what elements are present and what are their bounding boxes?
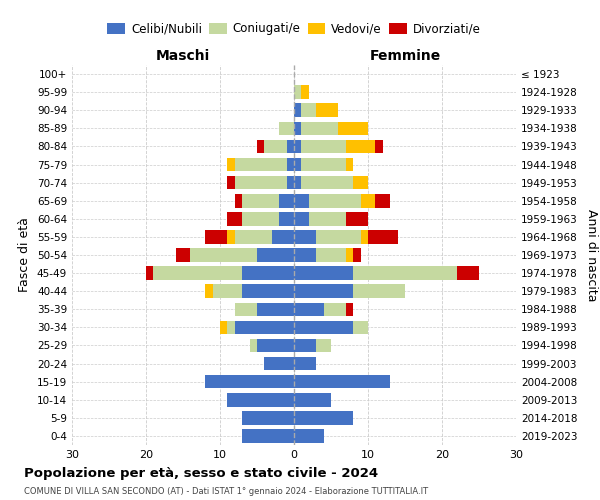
Bar — [368, 230, 398, 243]
Bar — [205, 375, 294, 388]
Bar — [301, 86, 309, 99]
Bar — [287, 158, 294, 172]
Bar — [294, 302, 323, 316]
Bar — [376, 194, 390, 207]
Bar — [301, 140, 346, 153]
Bar — [457, 266, 479, 280]
Bar — [294, 338, 316, 352]
Bar — [316, 338, 331, 352]
Bar — [346, 158, 353, 172]
Bar — [301, 158, 346, 172]
Bar — [257, 302, 294, 316]
Bar — [242, 429, 294, 442]
Bar — [346, 302, 353, 316]
Bar — [294, 140, 301, 153]
Bar — [361, 230, 368, 243]
Bar — [227, 230, 235, 243]
Bar — [287, 140, 294, 153]
Bar — [235, 194, 242, 207]
Bar — [353, 320, 368, 334]
Bar — [294, 212, 309, 226]
Y-axis label: Fasce di età: Fasce di età — [19, 218, 31, 292]
Bar — [294, 86, 301, 99]
Bar — [376, 140, 383, 153]
Bar — [294, 230, 316, 243]
Bar — [250, 338, 257, 352]
Bar — [235, 176, 287, 190]
Bar — [205, 284, 212, 298]
Bar — [346, 212, 368, 226]
Bar — [294, 357, 316, 370]
Text: Femmine: Femmine — [370, 49, 440, 63]
Bar — [353, 176, 368, 190]
Bar — [287, 176, 294, 190]
Bar — [227, 320, 235, 334]
Bar — [294, 158, 301, 172]
Bar — [272, 230, 294, 243]
Bar — [279, 122, 294, 135]
Text: COMUNE DI VILLA SAN SECONDO (AT) - Dati ISTAT 1° gennaio 2024 - Elaborazione TUT: COMUNE DI VILLA SAN SECONDO (AT) - Dati … — [24, 488, 428, 496]
Bar — [235, 230, 272, 243]
Bar — [294, 375, 390, 388]
Bar — [316, 104, 338, 117]
Bar — [242, 194, 279, 207]
Bar — [353, 266, 457, 280]
Bar — [242, 266, 294, 280]
Bar — [316, 248, 346, 262]
Bar — [294, 248, 316, 262]
Bar — [242, 284, 294, 298]
Bar — [353, 248, 361, 262]
Legend: Celibi/Nubili, Coniugati/e, Vedovi/e, Divorziati/e: Celibi/Nubili, Coniugati/e, Vedovi/e, Di… — [103, 18, 485, 40]
Bar — [227, 176, 235, 190]
Bar — [361, 194, 376, 207]
Bar — [205, 230, 227, 243]
Bar — [242, 411, 294, 424]
Bar — [294, 176, 301, 190]
Bar — [301, 122, 338, 135]
Text: Popolazione per età, sesso e stato civile - 2024: Popolazione per età, sesso e stato civil… — [24, 468, 378, 480]
Bar — [257, 140, 265, 153]
Bar — [294, 411, 353, 424]
Bar — [257, 338, 294, 352]
Bar — [227, 393, 294, 406]
Bar — [257, 248, 294, 262]
Text: Maschi: Maschi — [156, 49, 210, 63]
Bar — [265, 140, 287, 153]
Bar — [301, 104, 316, 117]
Bar — [154, 266, 242, 280]
Bar — [235, 302, 257, 316]
Bar — [294, 284, 353, 298]
Y-axis label: Anni di nascita: Anni di nascita — [584, 209, 598, 301]
Bar — [294, 194, 309, 207]
Bar — [294, 393, 331, 406]
Bar — [242, 212, 279, 226]
Bar — [227, 158, 235, 172]
Bar — [323, 302, 346, 316]
Bar — [294, 320, 353, 334]
Bar — [353, 284, 405, 298]
Bar — [235, 320, 294, 334]
Bar — [346, 140, 376, 153]
Bar — [294, 104, 301, 117]
Bar — [265, 357, 294, 370]
Bar — [338, 122, 368, 135]
Bar — [176, 248, 190, 262]
Bar — [212, 284, 242, 298]
Bar — [146, 266, 154, 280]
Bar — [316, 230, 361, 243]
Bar — [227, 212, 242, 226]
Bar — [346, 248, 353, 262]
Bar — [294, 429, 323, 442]
Bar — [294, 122, 301, 135]
Bar — [190, 248, 257, 262]
Bar — [279, 212, 294, 226]
Bar — [309, 212, 346, 226]
Bar — [294, 266, 353, 280]
Bar — [235, 158, 287, 172]
Bar — [279, 194, 294, 207]
Bar — [309, 194, 361, 207]
Bar — [301, 176, 353, 190]
Bar — [220, 320, 227, 334]
